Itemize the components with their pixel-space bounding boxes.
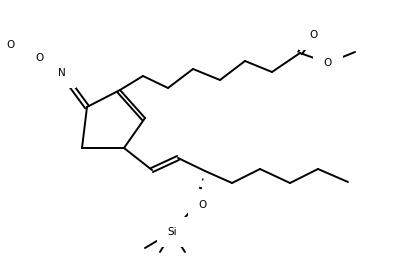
Text: O: O [310,30,318,40]
Text: O: O [198,200,206,210]
Text: O: O [36,53,44,63]
Text: O: O [7,40,15,50]
Text: Si: Si [167,227,177,237]
Text: O: O [324,58,332,68]
Text: N: N [58,68,66,78]
